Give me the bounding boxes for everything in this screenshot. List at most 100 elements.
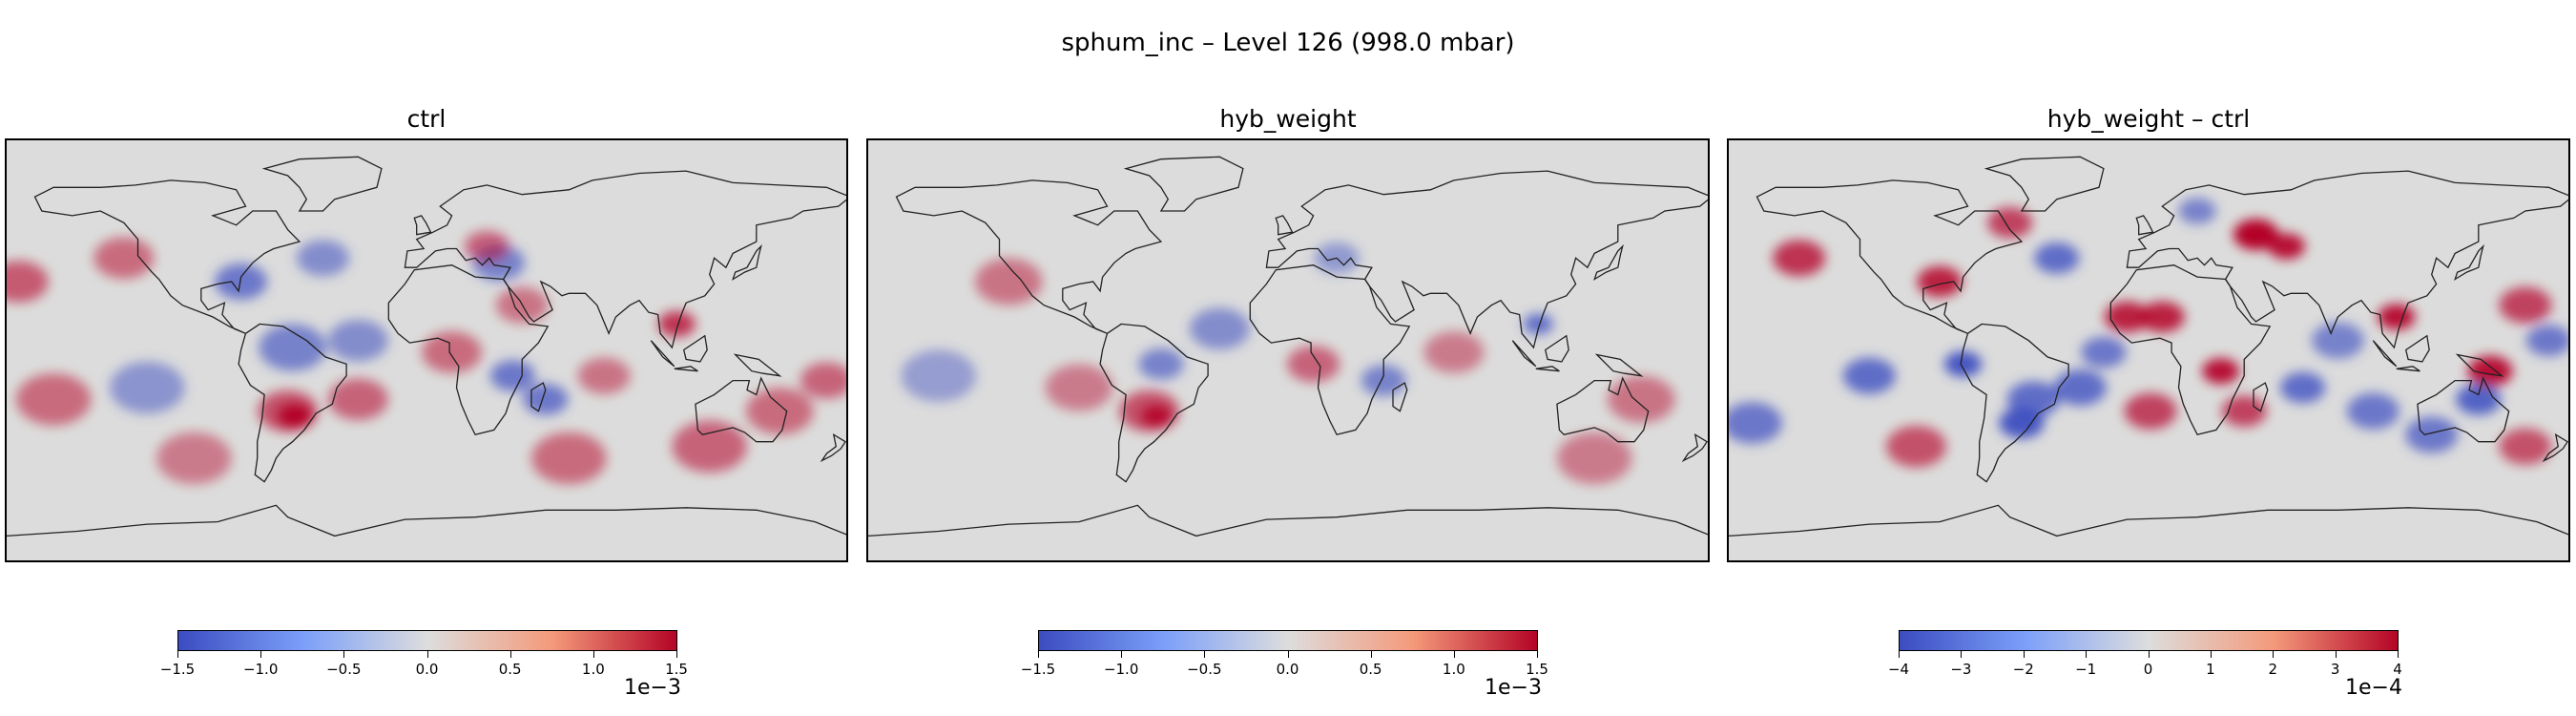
coastline	[238, 323, 347, 483]
colorbar-tick-label: −1.5	[159, 661, 196, 678]
colorbar-tick-label: −4	[1887, 661, 1910, 678]
field-anomaly	[15, 373, 92, 426]
colorbar-tick-label: −0.5	[1187, 661, 1222, 678]
colorbar-offset-hyb-weight: 1e−3	[1485, 676, 1542, 700]
field-anomaly	[2525, 325, 2568, 356]
field-anomaly	[2456, 384, 2502, 415]
field-anomaly	[800, 362, 846, 399]
field-anomaly	[577, 357, 631, 394]
field-anomaly	[2467, 355, 2513, 388]
field-anomaly	[296, 240, 350, 277]
field-anomaly	[745, 388, 814, 435]
field-anomaly	[2081, 336, 2127, 369]
colorbar-tick-label: 0.5	[1359, 661, 1382, 678]
colorbar-tick	[2335, 651, 2337, 658]
field-anomaly	[1886, 425, 1946, 468]
coastline	[1960, 323, 2069, 483]
field-anomaly	[1917, 265, 1963, 298]
coastline	[1535, 366, 1560, 372]
field-anomaly	[657, 310, 696, 337]
colorbar-offset-diff: 1e−4	[2345, 676, 2402, 700]
field-anomaly	[2178, 198, 2216, 224]
coastline	[530, 382, 547, 412]
coastline	[674, 366, 698, 372]
colorbar-tick-label: −1	[2075, 661, 2097, 678]
coastline	[2404, 334, 2430, 363]
coastline	[2542, 432, 2568, 463]
coastline	[733, 353, 782, 377]
field-anomaly	[974, 258, 1043, 305]
colorbar-tick-label: 0.0	[1276, 661, 1299, 678]
colorbar-tick	[676, 651, 677, 658]
colorbar-tick	[1038, 651, 1039, 658]
field-anomalies	[7, 230, 846, 485]
field-anomaly	[672, 420, 747, 473]
colorbar-tick-label: −1.5	[1020, 661, 1056, 678]
coastline	[1593, 243, 1624, 281]
coastline	[682, 334, 708, 363]
field-anomaly	[1189, 307, 1250, 350]
colorbar-tick-label: −2	[2012, 661, 2034, 678]
field-anomalies	[1729, 198, 2568, 468]
field-anomaly	[1607, 375, 1675, 423]
colorbar-tick-label: −1.0	[242, 661, 279, 678]
coastline	[2396, 366, 2420, 372]
colorbar-tick-label: 1.0	[581, 661, 605, 678]
map-diff	[1727, 138, 2570, 562]
colorbar-tick	[1961, 651, 1963, 658]
coastline	[1275, 215, 1294, 236]
colorbar-tick	[2273, 651, 2275, 658]
field-anomaly	[1138, 348, 1184, 380]
coastline	[1681, 432, 1708, 463]
colorbar-tick-label: 1	[2206, 661, 2215, 678]
colorbar-tick	[592, 651, 594, 658]
coastline	[2109, 264, 2272, 436]
colorbar-tick	[1899, 651, 1900, 658]
colorbar-tick-label: 0.5	[498, 661, 522, 678]
colorbar-tick	[2210, 651, 2212, 658]
field-anomaly	[2124, 392, 2177, 430]
field-anomaly	[1773, 240, 1826, 277]
field-anomaly	[327, 378, 388, 421]
coastline	[2126, 170, 2568, 349]
field-anomaly	[2346, 392, 2399, 430]
coastline	[261, 156, 383, 212]
field-anomaly	[2139, 301, 2185, 333]
colorbar-tick	[1287, 651, 1289, 658]
field-anomaly	[1287, 346, 1340, 383]
coastline	[2455, 353, 2504, 377]
coastline	[33, 179, 301, 334]
colorbar-tick-label: 4	[2393, 661, 2402, 678]
coastline	[1544, 334, 1569, 363]
coastline	[895, 179, 1163, 334]
coastline	[820, 432, 846, 463]
coastline	[1511, 340, 1537, 368]
field-anomaly	[7, 261, 49, 303]
field-anomaly	[531, 432, 607, 485]
colorbar-diff	[1899, 630, 2399, 651]
colorbar-tick	[1204, 651, 1206, 658]
coastline	[2372, 340, 2398, 368]
panel-title-hyb-weight: hyb_weight	[1219, 105, 1357, 133]
coastline	[387, 264, 550, 436]
coastline	[868, 504, 1708, 537]
field-anomaly	[1045, 364, 1113, 411]
coastline	[1984, 156, 2105, 212]
field-anomaly	[464, 230, 509, 263]
field-anomalies	[901, 242, 1675, 485]
coastlines	[7, 156, 846, 537]
coastline	[650, 340, 675, 368]
panel-title-ctrl: ctrl	[406, 105, 447, 133]
field-anomaly	[2053, 369, 2107, 406]
colorbar-tick	[1453, 651, 1455, 658]
panel-title-diff: hyb_weight – ctrl	[2046, 105, 2251, 133]
colorbar-tick-label: 1.5	[1526, 661, 1548, 678]
field-anomaly	[2267, 233, 2306, 260]
colorbar-tick-label: 0	[2143, 661, 2153, 678]
map-ctrl	[5, 138, 848, 562]
field-anomaly	[2311, 322, 2364, 359]
coastlines	[868, 156, 1708, 537]
colorbar-hyb-weight	[1038, 630, 1538, 651]
colorbar-tick	[2148, 651, 2150, 658]
coastline	[7, 504, 846, 537]
